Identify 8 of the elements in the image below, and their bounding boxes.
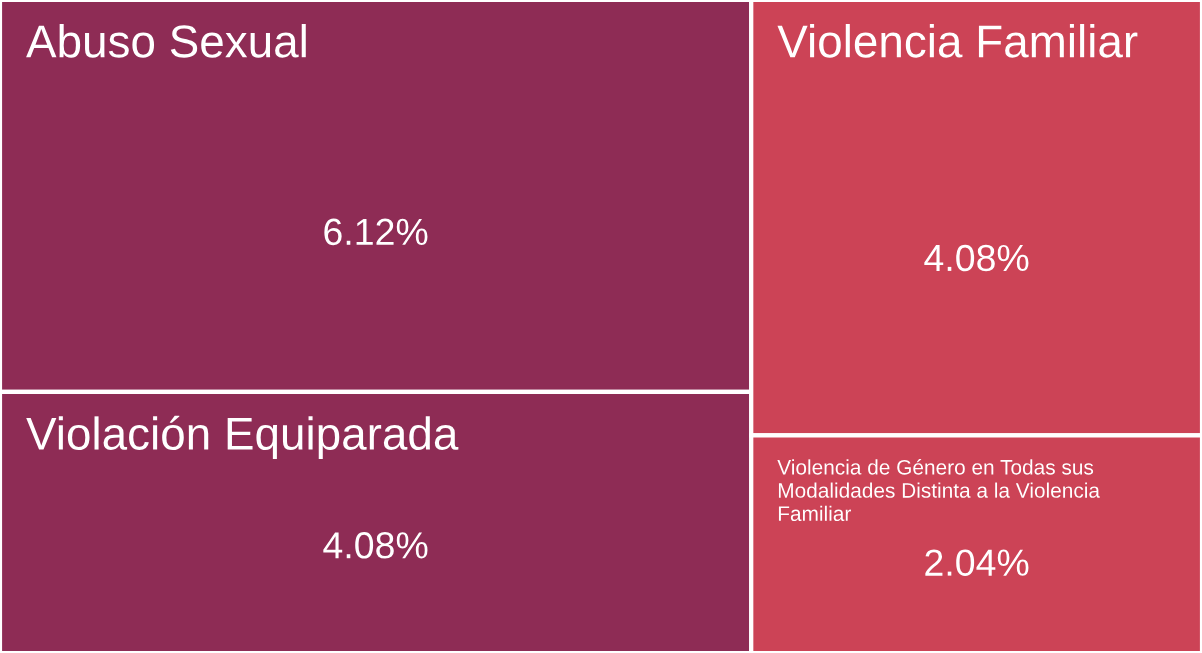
data-label: 4.08% [323,532,428,559]
category-label: Abuso Sexual [26,24,306,58]
category-label: Violación Equiparada [26,415,459,460]
data-label: 6.12% [324,218,428,246]
category-label: Violencia Familiar [777,24,1138,58]
data-label: 4.08% [924,244,1029,272]
category-label: Violencia de Género en Todas sus Modalidades Distinta a la Violencia Familiar [777,459,1100,522]
data-label: 2.04% [925,549,1029,576]
